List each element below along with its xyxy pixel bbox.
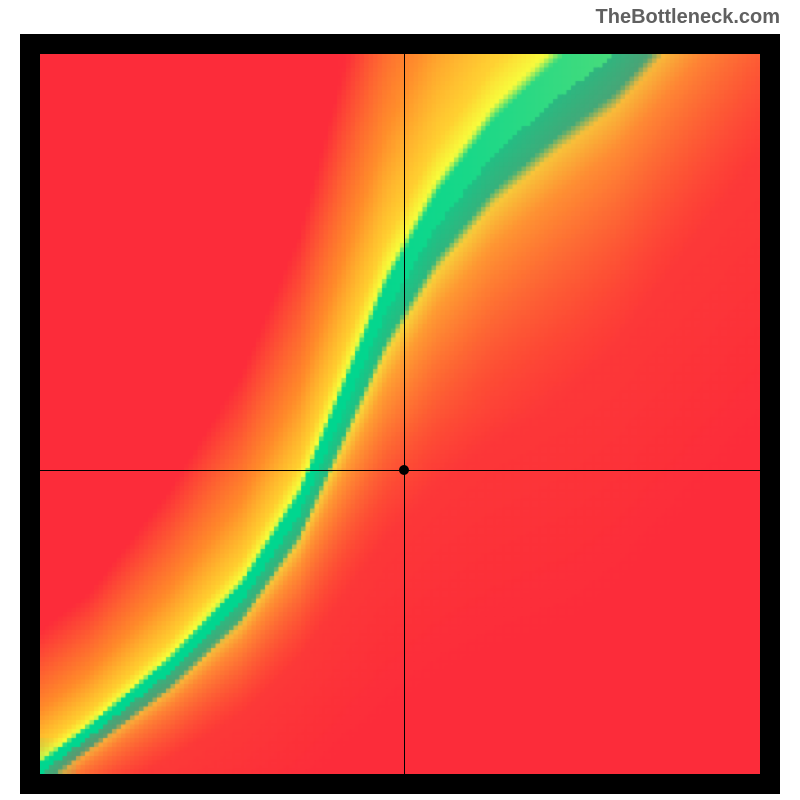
attribution-text: TheBottleneck.com bbox=[596, 6, 780, 29]
plot-area bbox=[40, 54, 760, 774]
bottleneck-heatmap bbox=[40, 54, 760, 774]
crosshair-vertical bbox=[404, 54, 405, 774]
figure-container: TheBottleneck.com bbox=[0, 0, 800, 800]
crosshair-marker bbox=[399, 465, 409, 475]
plot-black-border bbox=[20, 34, 780, 794]
